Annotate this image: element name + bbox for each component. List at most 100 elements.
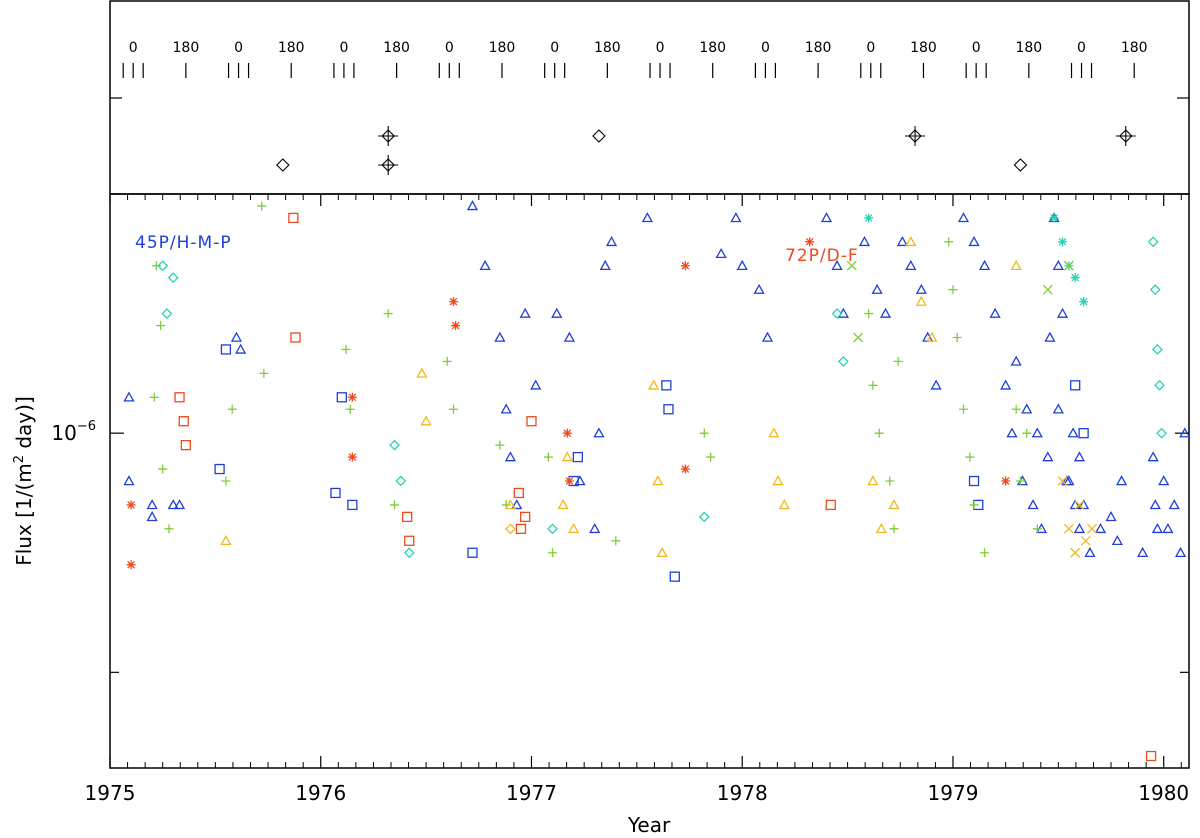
data-point — [547, 523, 558, 535]
data-point — [831, 308, 843, 320]
data-point — [1042, 284, 1053, 295]
phase-label: 0 — [972, 40, 981, 56]
data-point — [875, 522, 887, 534]
data-point — [1115, 475, 1128, 486]
data-point — [500, 403, 512, 414]
data-point — [1052, 259, 1064, 271]
data-point — [1031, 427, 1043, 438]
data-point — [257, 201, 267, 211]
data-point — [1032, 524, 1042, 534]
data-point — [864, 309, 874, 319]
data-point — [1027, 499, 1039, 510]
data-point — [926, 331, 938, 342]
data-point — [157, 260, 169, 272]
data-point — [126, 560, 136, 570]
data-point — [706, 452, 716, 462]
data-point — [1042, 451, 1054, 462]
data-point — [680, 464, 690, 474]
data-point — [495, 440, 505, 450]
data-point — [730, 212, 742, 223]
data-point — [1137, 546, 1149, 557]
phase-panel-frame — [109, 0, 1190, 195]
data-point — [1156, 427, 1168, 439]
x-tick-label: 1976 — [295, 781, 346, 805]
x-axis-title: Year — [627, 813, 671, 837]
data-point — [1074, 499, 1085, 510]
data-point — [952, 333, 962, 342]
phase-label: 180 — [594, 40, 621, 56]
data-point — [551, 307, 563, 318]
phase-label: 0 — [1077, 40, 1086, 56]
data-point — [864, 213, 874, 223]
x-tick-label: 1980 — [1138, 781, 1189, 805]
y-axis: 10−210−410−6 — [51, 193, 1189, 673]
data-point — [235, 343, 247, 354]
data-point — [1000, 379, 1012, 390]
data-point — [167, 272, 179, 284]
data-point — [1168, 499, 1180, 510]
data-point — [572, 451, 583, 463]
data-point — [403, 547, 415, 559]
data-point — [1001, 476, 1011, 486]
data-point — [599, 259, 611, 271]
data-point — [178, 416, 189, 427]
data-point — [220, 534, 232, 546]
data-point — [451, 321, 461, 331]
data-point — [1049, 213, 1059, 223]
data-point — [467, 547, 478, 558]
data-point — [661, 380, 672, 391]
data-point — [511, 499, 523, 510]
data-point — [1015, 476, 1025, 486]
data-point — [548, 548, 558, 558]
data-point — [820, 212, 833, 223]
data-point — [466, 200, 479, 211]
data-point — [161, 308, 173, 320]
data-point — [1147, 236, 1159, 248]
data-point — [520, 511, 531, 523]
data-point — [574, 475, 586, 486]
data-point — [1044, 331, 1056, 342]
data-point — [1084, 546, 1096, 557]
data-point — [557, 499, 569, 510]
data-point — [345, 404, 355, 414]
phase-marker — [592, 129, 606, 143]
data-point — [905, 235, 917, 247]
data-point — [347, 452, 357, 462]
data-point — [1145, 750, 1157, 762]
data-point — [543, 452, 553, 462]
data-point — [593, 427, 605, 438]
data-point — [1056, 307, 1069, 318]
data-point — [1087, 523, 1098, 534]
phase-label: 0 — [656, 40, 665, 56]
data-point — [656, 546, 668, 557]
data-point — [1022, 428, 1032, 438]
data-point — [905, 259, 917, 271]
flux-panel: 1975 1976 1977 1978 1979 1980 10−210−410−6 45… — [12, 193, 1191, 837]
data-point — [1094, 522, 1107, 534]
data-point — [146, 511, 158, 522]
phase-ticks — [122, 63, 1135, 78]
phase-label: 180 — [278, 40, 305, 56]
y-axis-title-tail: day)] — [12, 396, 36, 455]
data-point — [401, 511, 413, 523]
data-point — [341, 344, 351, 354]
data-point — [805, 237, 815, 247]
phase-label: 0 — [550, 40, 559, 56]
data-point — [885, 476, 895, 486]
phase-label: 0 — [761, 40, 770, 56]
data-point — [944, 237, 954, 247]
data-point — [915, 295, 927, 306]
data-point — [259, 368, 269, 378]
phase-labels: 0 180 0 180 0 180 0 180 0 180 0 180 0 180 0 180 0 180 0 180 — [129, 40, 1148, 56]
data-point — [1058, 237, 1068, 247]
data-point — [1070, 273, 1080, 283]
phase-label: 0 — [866, 40, 875, 56]
data-point — [648, 379, 660, 390]
data-point — [948, 285, 958, 295]
data-point — [1151, 344, 1163, 355]
phase-label: 0 — [234, 40, 243, 56]
data-point — [1111, 534, 1123, 546]
data-point — [230, 331, 243, 342]
data-point — [915, 283, 927, 294]
data-point — [389, 439, 400, 451]
